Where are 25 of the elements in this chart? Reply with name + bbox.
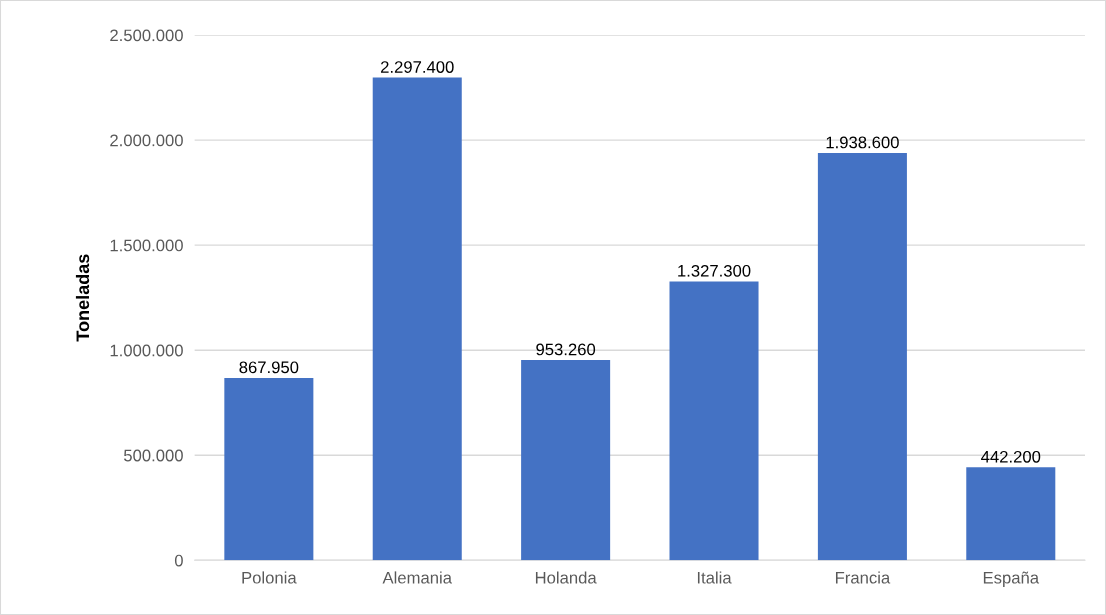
y-tick-label: 1.500.000 xyxy=(110,239,183,252)
data-label: 442.200 xyxy=(981,450,1041,463)
x-tick-label: Italia xyxy=(697,571,732,584)
y-tick-label: 2.000.000 xyxy=(110,134,183,147)
x-tick-label: Holanda xyxy=(535,571,597,584)
bar xyxy=(372,77,462,561)
data-label: 1.327.300 xyxy=(678,264,751,277)
x-tick-label: Alemania xyxy=(382,571,452,584)
data-label: 2.297.400 xyxy=(381,61,454,73)
y-axis-title: Toneladas xyxy=(75,254,90,342)
bar xyxy=(817,153,907,561)
y-tick-label: 500.000 xyxy=(123,449,183,462)
data-label: 1.938.600 xyxy=(826,136,899,149)
data-label: 953.260 xyxy=(536,343,596,356)
x-tick-label: España xyxy=(983,571,1040,587)
y-tick-label: 0 xyxy=(174,554,183,567)
bar xyxy=(521,360,611,561)
bar xyxy=(669,281,759,561)
x-tick-label: Francia xyxy=(835,571,891,584)
y-tick-label: 2.500.000 xyxy=(110,29,183,42)
x-tick-label: Polonia xyxy=(242,571,297,584)
bar xyxy=(966,467,1056,561)
bar xyxy=(224,377,314,561)
y-tick-label: 1.000.000 xyxy=(110,344,183,357)
data-label: 867.950 xyxy=(239,361,299,374)
